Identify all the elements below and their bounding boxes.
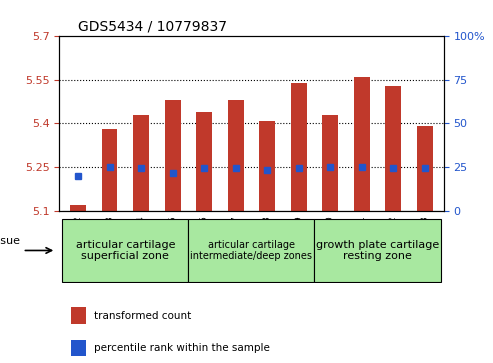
Bar <box>228 100 244 211</box>
Text: tissue: tissue <box>0 236 21 246</box>
Bar <box>70 340 86 356</box>
Bar <box>70 307 86 324</box>
Bar <box>196 112 212 211</box>
Bar <box>354 77 370 211</box>
Text: growth plate cartilage
resting zone: growth plate cartilage resting zone <box>316 240 439 261</box>
Bar <box>386 86 401 211</box>
Bar <box>259 121 275 211</box>
Text: transformed count: transformed count <box>94 311 191 321</box>
Bar <box>165 100 180 211</box>
Bar <box>322 115 338 211</box>
Bar <box>417 126 433 211</box>
FancyBboxPatch shape <box>188 219 315 282</box>
Bar <box>291 83 307 211</box>
Text: GDS5434 / 10779837: GDS5434 / 10779837 <box>78 20 227 34</box>
Text: percentile rank within the sample: percentile rank within the sample <box>94 343 270 353</box>
Bar <box>70 205 86 211</box>
Text: articular cartilage
superficial zone: articular cartilage superficial zone <box>75 240 175 261</box>
Bar <box>102 129 117 211</box>
FancyBboxPatch shape <box>315 219 441 282</box>
Text: articular cartilage
intermediate/deep zones: articular cartilage intermediate/deep zo… <box>190 240 313 261</box>
FancyBboxPatch shape <box>62 219 188 282</box>
Bar <box>133 115 149 211</box>
